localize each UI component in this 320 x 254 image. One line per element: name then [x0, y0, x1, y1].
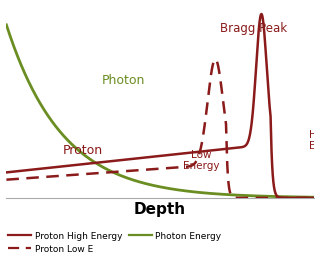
Text: Bragg Peak: Bragg Peak — [220, 22, 287, 35]
Text: High
Ener: High Ener — [309, 129, 320, 151]
X-axis label: Depth: Depth — [134, 201, 186, 216]
Legend: Proton High Energy, Proton Low E, Photon Energy: Proton High Energy, Proton Low E, Photon… — [5, 227, 225, 254]
Text: Photon: Photon — [101, 74, 145, 87]
Text: Low
Energy: Low Energy — [183, 149, 220, 171]
Text: Proton: Proton — [63, 144, 103, 156]
